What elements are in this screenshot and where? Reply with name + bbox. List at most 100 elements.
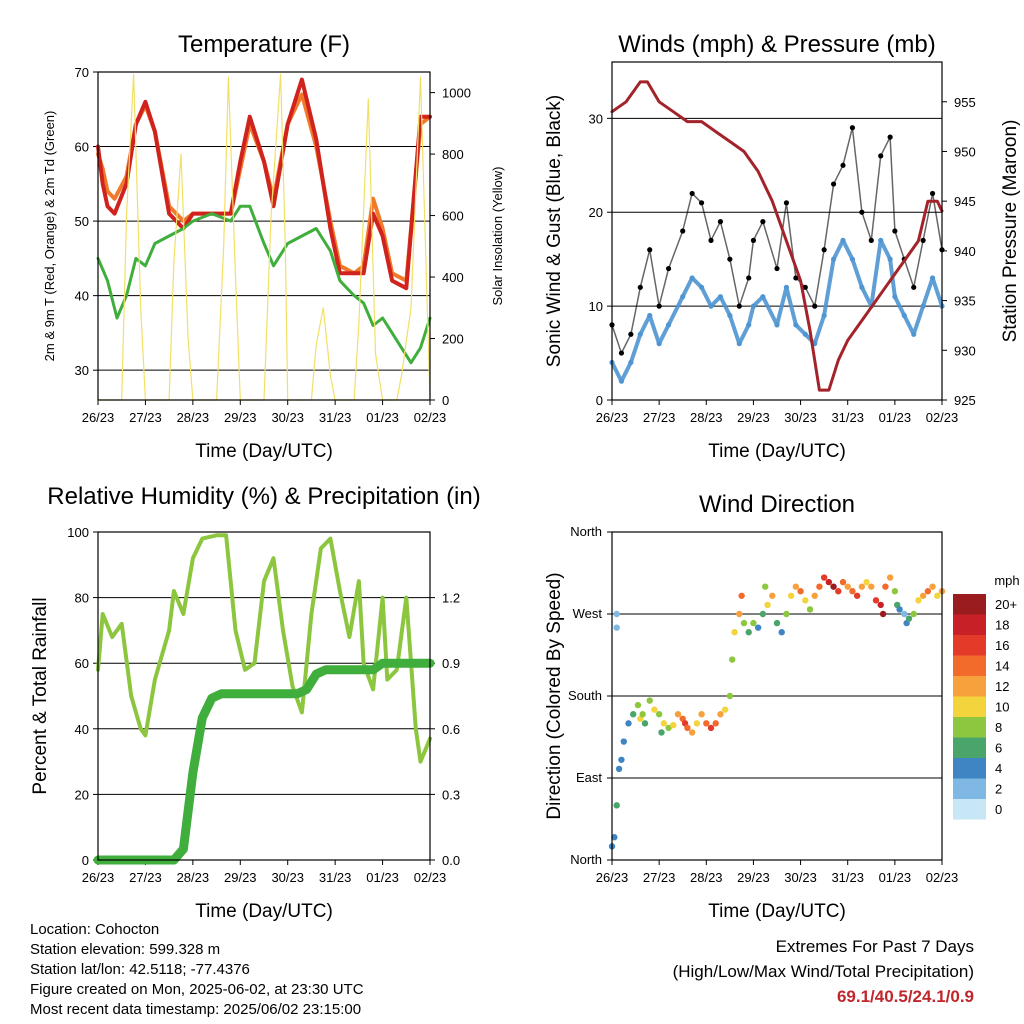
winds-y2label: Station Pressure (Maroon) [1000,120,1021,343]
direction-point [778,629,785,636]
direction-point [613,802,620,809]
direction-point [849,588,856,595]
temperature-ytick-label: 30 [75,363,89,378]
direction-point [712,720,719,727]
temperature-series-2-line [96,204,432,365]
winds-xtick-label: 30/23 [784,410,817,425]
direction-point [684,724,691,732]
direction-legend-swatch [953,655,986,676]
direction-point [879,610,887,618]
direction-point [792,583,800,590]
direction-point [835,588,842,595]
humidity-y2tick-label: 0.3 [442,787,460,802]
direction-point [934,592,941,599]
temperature-ytick-label: 60 [75,140,89,155]
direction-ytick-label: South [568,688,602,703]
humidity-xtick-label: 29/23 [224,870,257,885]
direction-point [905,615,913,622]
direction-point [910,610,917,618]
humidity-ytick-label: 40 [75,722,89,737]
winds-ytick-label: 10 [589,299,603,314]
temperature-xtick-label: 30/23 [271,410,304,425]
humidity-ytick-label: 80 [75,591,89,606]
direction-point [729,656,736,663]
direction-title: Wind Direction [699,491,855,518]
direction-point [693,720,701,727]
direction-legend-label: 18 [995,618,1009,633]
humidity-ytick-label: 100 [67,525,89,540]
direction-point [783,610,790,618]
direction-legend-title: mph [994,573,1019,588]
direction-legend-label: 12 [995,679,1009,694]
direction-point [769,592,776,599]
extremes-subtitle: (High/Low/Max Wind/Total Precipitation) [672,962,974,981]
winds-y2tick-label: 925 [954,393,976,408]
direction-ytick-label: East [576,770,602,785]
temperature-y2tick-label: 600 [442,209,464,224]
direction-legend-swatch [953,758,986,779]
humidity-series-0-line [96,533,432,764]
winds-y2tick-label: 955 [954,95,976,110]
direction-xtick-label: 01/23 [879,870,912,885]
direction-point [919,592,927,599]
direction-xtick-label: 02/23 [926,870,959,885]
direction-point [891,588,899,595]
humidity-title: Relative Humidity (%) & Precipitation (i… [47,483,480,510]
direction-legend-swatch [953,696,986,717]
direction-point [721,706,729,713]
direction-point [750,619,757,627]
winds-series-1-line [610,238,944,384]
direction-point [738,592,745,599]
direction-point [759,610,767,618]
direction-point [611,834,618,841]
temperature-series-1-line [96,77,432,291]
humidity-ytick-label: 60 [75,656,89,671]
winds-xtick-label: 26/23 [596,410,629,425]
recent-data-text: Most recent data timestamp: 2025/06/02 2… [30,1001,362,1018]
direction-ytick-label: North [570,852,602,867]
direction-point [618,756,625,763]
temperature-y2tick-label: 1000 [442,86,471,101]
winds-xtick-label: 02/23 [926,410,959,425]
direction-xtick-label: 31/23 [831,870,864,885]
direction-legend-label: 6 [995,741,1002,756]
winds-y2tick-label: 940 [954,244,976,259]
direction-point [868,583,875,590]
direction-xtick-label: 29/23 [737,870,770,885]
direction-point [674,711,682,718]
direction-point [707,724,715,732]
direction-point [844,583,851,590]
direction-plot-frame [611,531,943,861]
direction-point [639,711,646,718]
direction-point [754,624,762,631]
temperature-xtick-label: 29/23 [224,410,257,425]
latlon-text: Station lat/lon: 42.5118; -77.4376 [30,961,250,978]
direction-point [816,583,823,590]
location-text: Location: Cohocton [30,921,160,938]
created-text: Figure created on Mon, 2025-06-02, at 23… [30,981,364,998]
temperature-title: Temperature (F) [178,31,350,58]
extremes-title: Extremes For Past 7 Days [775,937,974,956]
direction-point [660,720,668,727]
direction-point [736,610,743,618]
temperature-xtick-label: 31/23 [319,410,352,425]
extremes-box: Extremes For Past 7 Days (High/Low/Max W… [673,934,974,1009]
winds-series-2-line [610,80,944,392]
direction-point [615,765,623,773]
temperature-xtick-label: 01/23 [366,410,399,425]
direction-point [802,597,809,604]
temperature-y2tick-label: 0 [442,393,449,408]
direction-point [872,597,880,604]
direction-point [853,592,861,599]
direction-point [670,721,677,729]
direction-point [896,606,903,613]
direction-point [886,574,894,581]
direction-legend-swatch [953,614,986,635]
humidity-y2tick-label: 0.9 [442,656,460,671]
direction-point [641,720,649,727]
temperature-series-3-line [97,73,431,401]
direction-legend-label: 20+ [995,597,1017,612]
humidity-xtick-label: 27/23 [129,870,162,885]
winds-ytick-label: 0 [596,393,603,408]
winds-plot-frame [611,61,943,401]
